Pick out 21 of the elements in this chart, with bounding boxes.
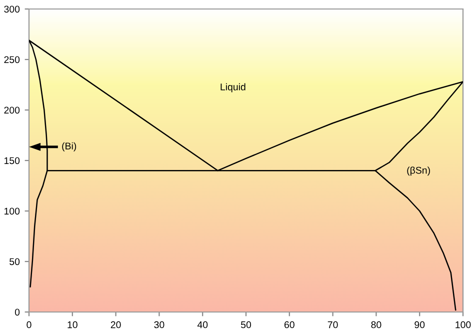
y-tick-label: 0 [14, 308, 20, 316]
y-tick-label: 250 [4, 56, 20, 64]
x-tick-label: 80 [371, 321, 382, 328]
annotation: Liquid [220, 83, 246, 92]
x-tick-label: 20 [110, 321, 121, 328]
y-tick-label: 50 [10, 258, 20, 266]
x-tick-label: 60 [284, 321, 294, 328]
x-tick-label: 40 [197, 321, 208, 328]
x-tick-label: 0 [26, 321, 32, 328]
x-tick-label: 50 [240, 321, 252, 328]
x-tick-label: 10 [68, 321, 78, 328]
y-tick-label: 200 [4, 106, 20, 114]
x-tick-label: 100 [456, 321, 471, 328]
y-tick-label: 300 [4, 6, 20, 13]
annotation: (βSn) [407, 166, 430, 176]
annotation: (Bi) [62, 142, 76, 152]
x-tick-label: 30 [154, 321, 164, 328]
y-tick-label: 150 [4, 157, 20, 164]
y-tick-label: 100 [4, 208, 20, 215]
x-tick-label: 70 [328, 321, 338, 328]
x-tick-label: 90 [414, 321, 425, 328]
